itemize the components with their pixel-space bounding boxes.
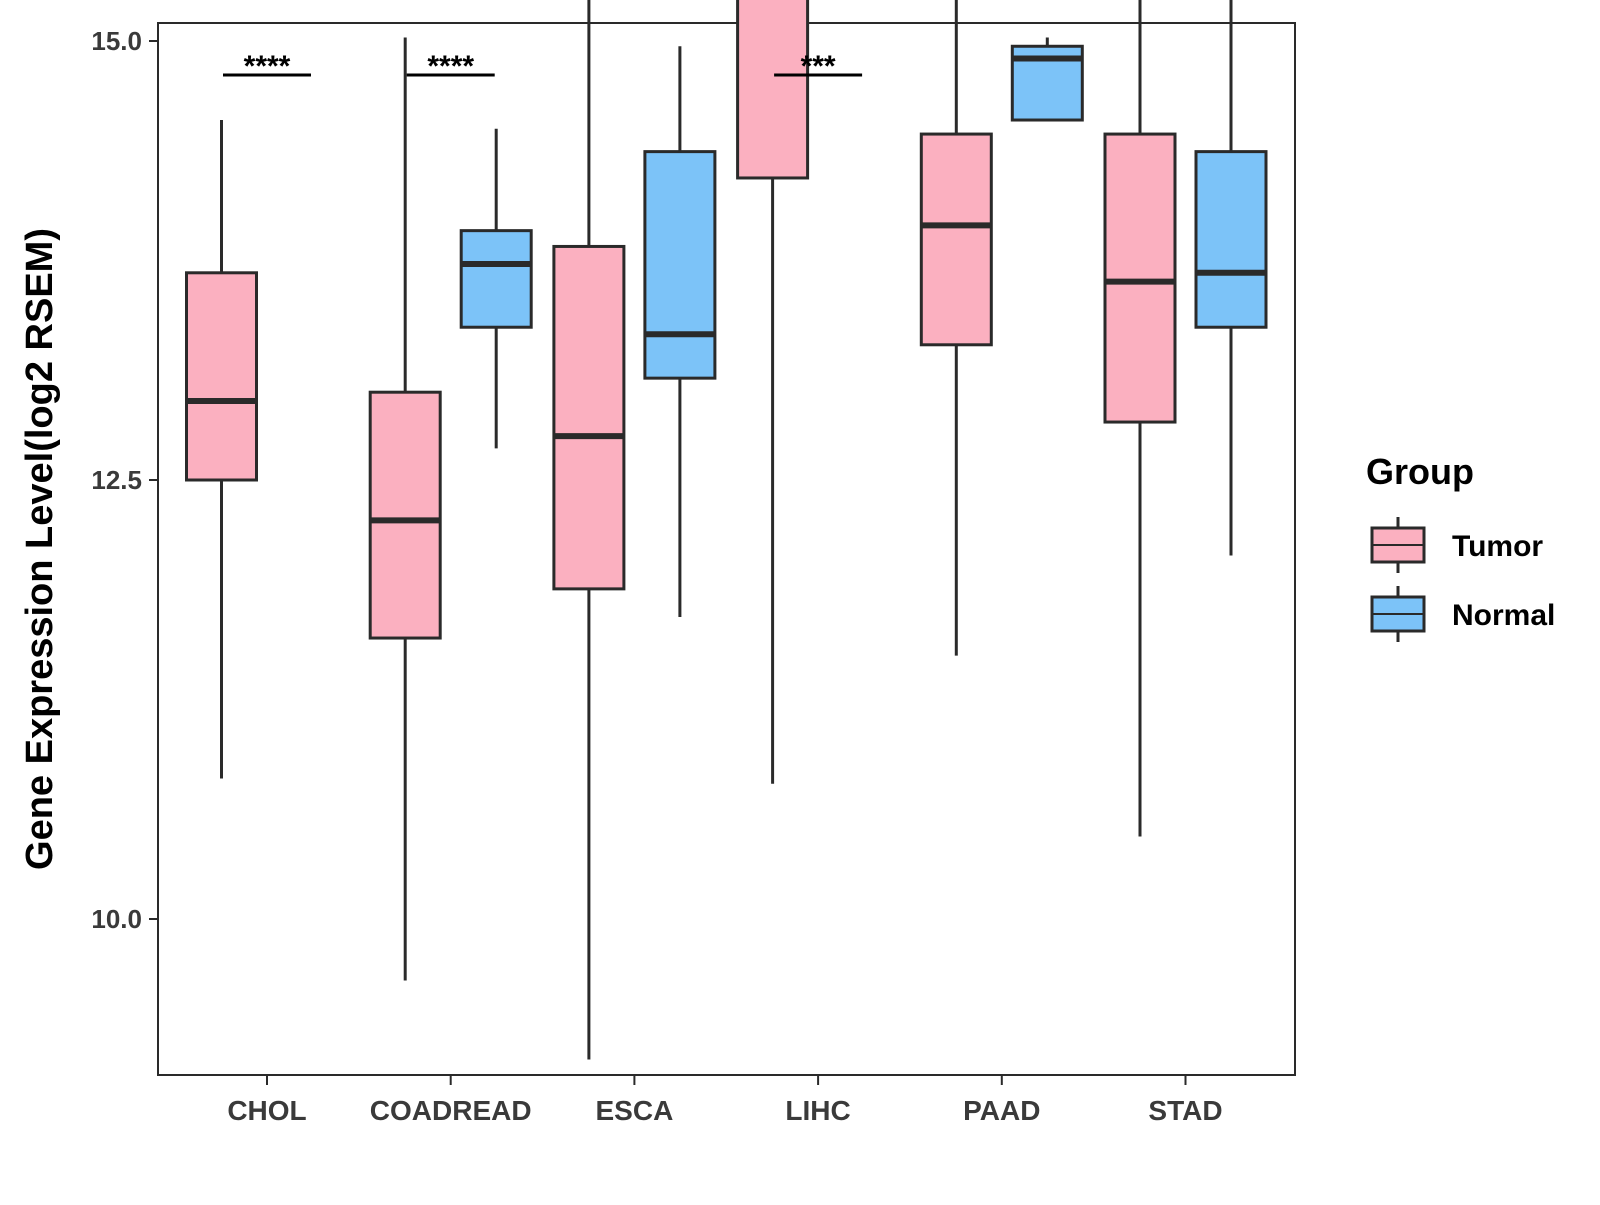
legend-label-normal: Normal: [1452, 599, 1555, 632]
box-iqr: [643, 150, 717, 380]
box-normal-esca: [643, 46, 717, 617]
box-tumor-chol: [185, 120, 258, 779]
legend-label-tumor: Tumor: [1452, 530, 1543, 563]
significance-layer: **** **** ***: [223, 50, 863, 83]
significance-label: ****: [427, 50, 474, 83]
y-axis: 10.012.515.017.520.0: [91, 26, 158, 934]
y-axis-title: Gene Expression Level(log2 RSEM): [19, 228, 61, 870]
y-tick-label: 12.5: [91, 465, 142, 495]
box-tumor-lihc: [736, 0, 810, 784]
legend-key-tumor: [1370, 517, 1426, 573]
box-iqr: [368, 390, 442, 640]
legend: Group Tumor Normal: [1366, 451, 1555, 642]
box-tumor-esca: [552, 0, 626, 1060]
y-tick-label: 15.0: [91, 26, 142, 56]
box-normal-paad: [1010, 37, 1084, 122]
box-normal-coadread: [459, 128, 533, 449]
x-tick-label: ESCA: [596, 1095, 674, 1126]
x-tick-label: LIHC: [785, 1095, 850, 1126]
box-tumor-paad: [919, 0, 993, 656]
box-iqr: [552, 244, 626, 591]
x-tick-label: PAAD: [963, 1095, 1040, 1126]
box-tumor-coadread: [368, 37, 442, 981]
y-tick-label: 10.0: [91, 904, 142, 934]
box-iqr: [919, 132, 993, 347]
box-iqr: [185, 271, 258, 482]
significance-label: ***: [801, 50, 836, 83]
x-tick-label: CHOL: [227, 1095, 306, 1126]
box-iqr: [459, 229, 533, 329]
legend-key-normal: [1370, 586, 1426, 642]
box-iqr: [1103, 132, 1177, 424]
box-iqr: [736, 0, 810, 180]
x-tick-label: STAD: [1148, 1095, 1222, 1126]
box-tumor-stad: [1103, 0, 1177, 837]
x-axis: CHOL COADREAD ESCA LIHC PAAD STAD: [227, 1075, 1223, 1126]
boxes-layer: [185, 0, 1268, 1060]
box-iqr: [1194, 150, 1268, 329]
significance-label: ****: [244, 50, 291, 83]
x-tick-label: COADREAD: [370, 1095, 532, 1126]
box-normal-stad: [1194, 0, 1268, 556]
legend-title: Group: [1366, 451, 1474, 492]
